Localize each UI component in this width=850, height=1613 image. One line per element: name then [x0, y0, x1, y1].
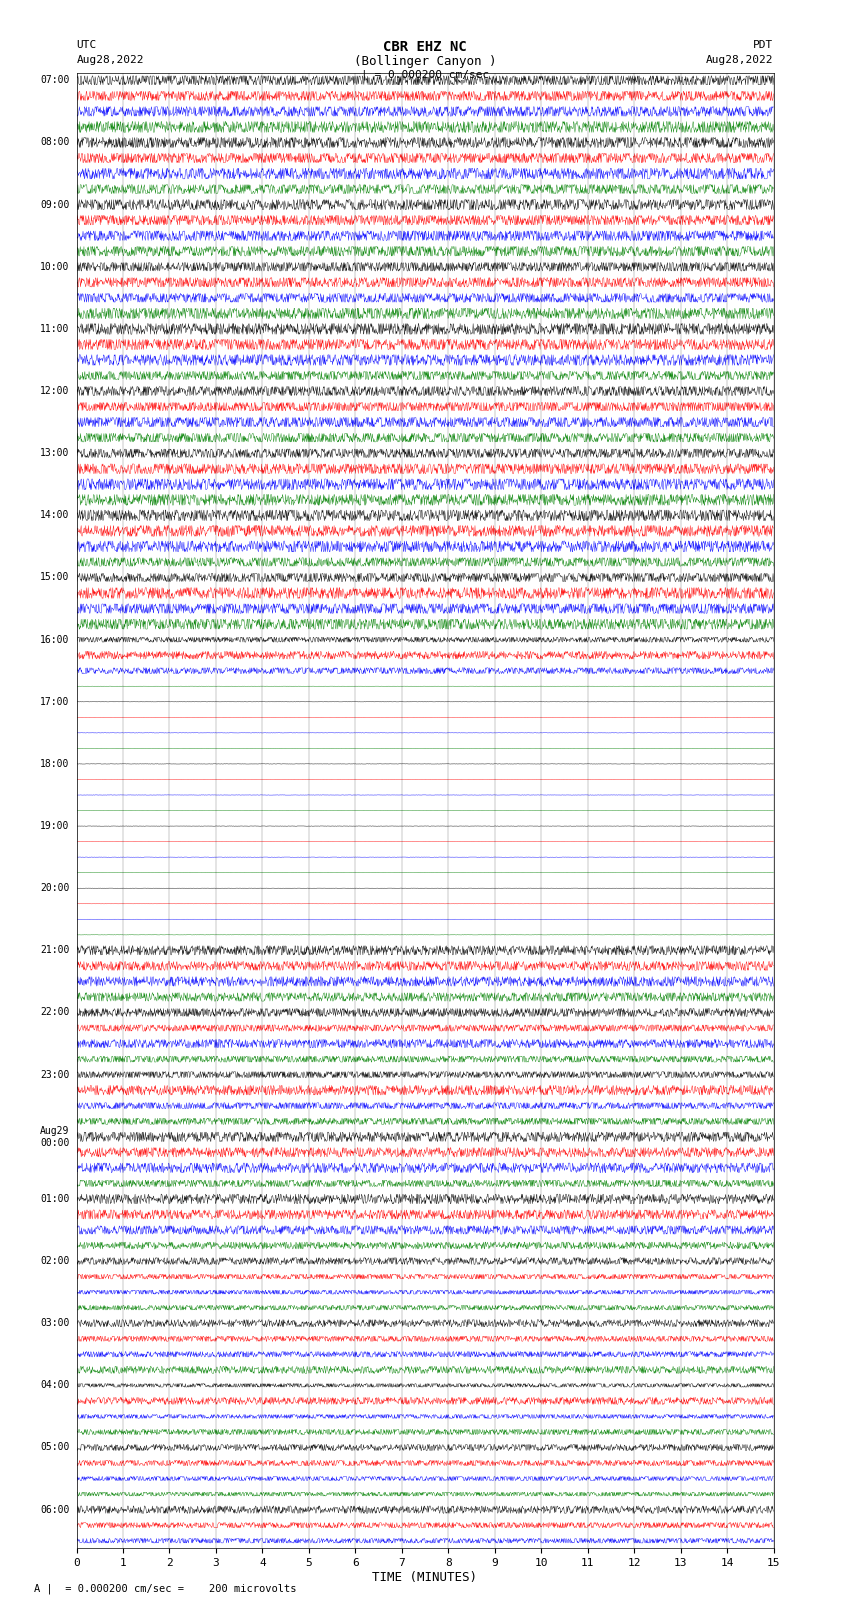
Text: 13:00: 13:00: [40, 448, 70, 458]
Text: 03:00: 03:00: [40, 1318, 70, 1327]
Text: 11:00: 11:00: [40, 324, 70, 334]
Text: 17:00: 17:00: [40, 697, 70, 706]
Text: 07:00: 07:00: [40, 76, 70, 85]
Text: 16:00: 16:00: [40, 634, 70, 645]
Text: 05:00: 05:00: [40, 1442, 70, 1452]
Text: 19:00: 19:00: [40, 821, 70, 831]
Text: Aug29
00:00: Aug29 00:00: [40, 1126, 70, 1147]
Text: 23:00: 23:00: [40, 1069, 70, 1079]
Text: PDT: PDT: [753, 40, 774, 50]
Text: (Bollinger Canyon ): (Bollinger Canyon ): [354, 55, 496, 68]
Text: 09:00: 09:00: [40, 200, 70, 210]
Text: 01:00: 01:00: [40, 1194, 70, 1203]
Text: 14:00: 14:00: [40, 510, 70, 521]
Text: | = 0.000200 cm/sec: | = 0.000200 cm/sec: [361, 69, 489, 81]
Text: 18:00: 18:00: [40, 760, 70, 769]
Text: 15:00: 15:00: [40, 573, 70, 582]
Text: Aug28,2022: Aug28,2022: [706, 55, 774, 65]
Text: 22:00: 22:00: [40, 1008, 70, 1018]
Text: 02:00: 02:00: [40, 1257, 70, 1266]
Text: CBR EHZ NC: CBR EHZ NC: [383, 40, 467, 55]
Text: 20:00: 20:00: [40, 884, 70, 894]
X-axis label: TIME (MINUTES): TIME (MINUTES): [372, 1571, 478, 1584]
Text: A |  = 0.000200 cm/sec =    200 microvolts: A | = 0.000200 cm/sec = 200 microvolts: [34, 1582, 297, 1594]
Text: 08:00: 08:00: [40, 137, 70, 147]
Text: 06:00: 06:00: [40, 1505, 70, 1515]
Text: 04:00: 04:00: [40, 1381, 70, 1390]
Text: 21:00: 21:00: [40, 945, 70, 955]
Text: 10:00: 10:00: [40, 261, 70, 271]
Text: 12:00: 12:00: [40, 386, 70, 397]
Text: UTC: UTC: [76, 40, 97, 50]
Text: Aug28,2022: Aug28,2022: [76, 55, 144, 65]
